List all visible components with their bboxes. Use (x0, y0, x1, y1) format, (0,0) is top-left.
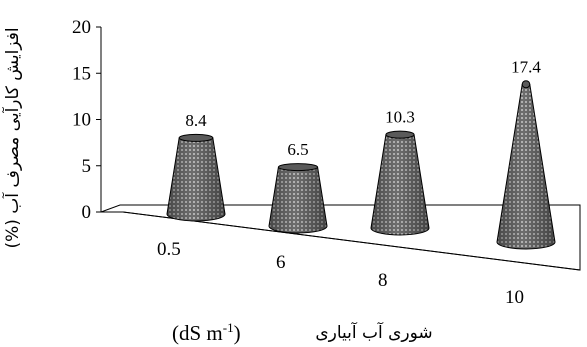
data-label: 6.5 (287, 140, 308, 159)
y-tick-label: 0 (82, 202, 92, 223)
data-label: 8.4 (185, 111, 207, 130)
y-tick-label: 15 (72, 63, 91, 84)
y-tick-label: 10 (72, 110, 91, 131)
cone-bar-8: 10.3 (370, 108, 430, 236)
data-label: 17.4 (511, 57, 541, 76)
cone-top (277, 163, 319, 172)
x-axis-label: شوری آب آبیاری (315, 321, 432, 343)
y-tick-label: 5 (82, 156, 92, 177)
cone-bar-6: 6.5 (268, 140, 328, 234)
x-axis-unit: (dS m-1) (172, 320, 241, 345)
cone-top (178, 133, 214, 142)
x-tick-label: 8 (378, 270, 388, 291)
cone-top (385, 130, 415, 139)
x-axis: 0.5 6 8 10 (157, 239, 524, 308)
data-label: 10.3 (385, 108, 415, 127)
x-tick-label: 6 (276, 252, 286, 273)
cone-bar-0.5: 8.4 (166, 111, 226, 222)
floor-plane (100, 204, 581, 271)
x-axis-line (122, 211, 581, 271)
cone-top (521, 80, 531, 89)
cone-bar-10: 17.4 (496, 57, 556, 250)
x-axis-title: (dS m-1) شوری آب آبیاری (172, 320, 433, 345)
cone-shading (497, 84, 555, 249)
y-axis: 0 5 10 15 20 (72, 17, 101, 223)
cone-shading (167, 137, 225, 221)
y-axis-title: افزایش کارآیی مصرف آب (%) (1, 27, 23, 248)
cone-series: 8.4 6.5 10.3 17.4 (166, 57, 556, 250)
cone-shading (269, 167, 327, 233)
x-tick-label: 0.5 (157, 239, 181, 260)
cone-shading (371, 134, 429, 235)
x-tick-label: 10 (505, 287, 524, 308)
y-tick-label: 20 (72, 17, 91, 38)
